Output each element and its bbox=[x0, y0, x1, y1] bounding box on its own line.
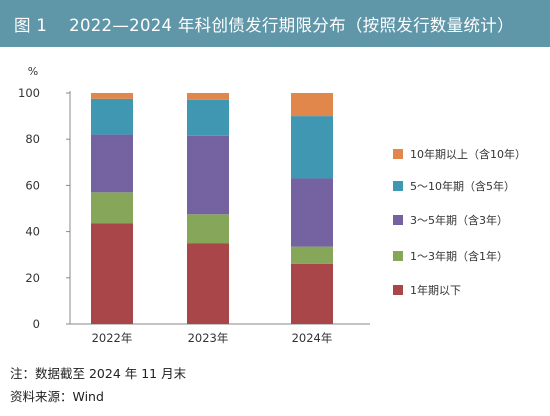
bar-segment bbox=[91, 223, 133, 324]
legend-swatch bbox=[393, 181, 403, 191]
bar-segment bbox=[291, 93, 333, 117]
x-tick-label: 2023年 bbox=[188, 331, 229, 345]
legend-swatch bbox=[393, 215, 403, 225]
y-tick-label: 60 bbox=[25, 178, 40, 192]
bar-segment bbox=[291, 246, 333, 264]
figure-title-bar: 图 1 2022—2024 年科创债发行期限分布（按照发行数量统计） bbox=[0, 0, 550, 47]
legend-label: 1～3年期（含1年） bbox=[410, 249, 508, 263]
legend-swatch bbox=[393, 149, 403, 159]
bar-segment bbox=[291, 178, 333, 247]
bar-segment bbox=[91, 93, 133, 99]
bar-segment bbox=[187, 135, 229, 215]
stacked-bar-chart: % 0 20 40 60 80 100 2022年 2023年 2024年 10年期以上（含10年）… bbox=[18, 65, 526, 345]
bar-segment bbox=[187, 99, 229, 136]
x-tick-label: 2024年 bbox=[292, 331, 333, 345]
bar-segment bbox=[187, 214, 229, 244]
source-note: 资料来源：Wind bbox=[10, 389, 104, 404]
footnote: 注：数据截至 2024 年 11 月末 bbox=[10, 366, 187, 381]
y-unit-label: % bbox=[28, 65, 38, 78]
legend-label: 3～5年期（含3年） bbox=[410, 213, 508, 227]
bar-segment bbox=[91, 98, 133, 135]
x-tick-label: 2022年 bbox=[92, 331, 133, 345]
y-tick-label: 20 bbox=[25, 271, 40, 285]
bar-segment bbox=[91, 192, 133, 224]
bar-segment bbox=[187, 243, 229, 324]
bar-segment bbox=[291, 116, 333, 179]
figure-number: 图 1 bbox=[14, 15, 48, 35]
bar-segment bbox=[91, 134, 133, 193]
legend-label: 10年期以上（含10年） bbox=[410, 147, 526, 161]
legend-swatch bbox=[393, 251, 403, 261]
bar-segment bbox=[187, 93, 229, 100]
y-tick-label: 0 bbox=[33, 317, 40, 331]
y-tick-label: 100 bbox=[18, 86, 40, 100]
legend-label: 5～10年期（含5年） bbox=[410, 179, 515, 193]
y-tick-label: 40 bbox=[25, 225, 40, 239]
legend-label: 1年期以下 bbox=[410, 283, 461, 297]
bar-segment bbox=[291, 263, 333, 324]
y-tick-label: 80 bbox=[25, 132, 40, 146]
figure-title: 2022—2024 年科创债发行期限分布（按照发行数量统计） bbox=[69, 15, 514, 35]
legend-swatch bbox=[393, 285, 403, 295]
